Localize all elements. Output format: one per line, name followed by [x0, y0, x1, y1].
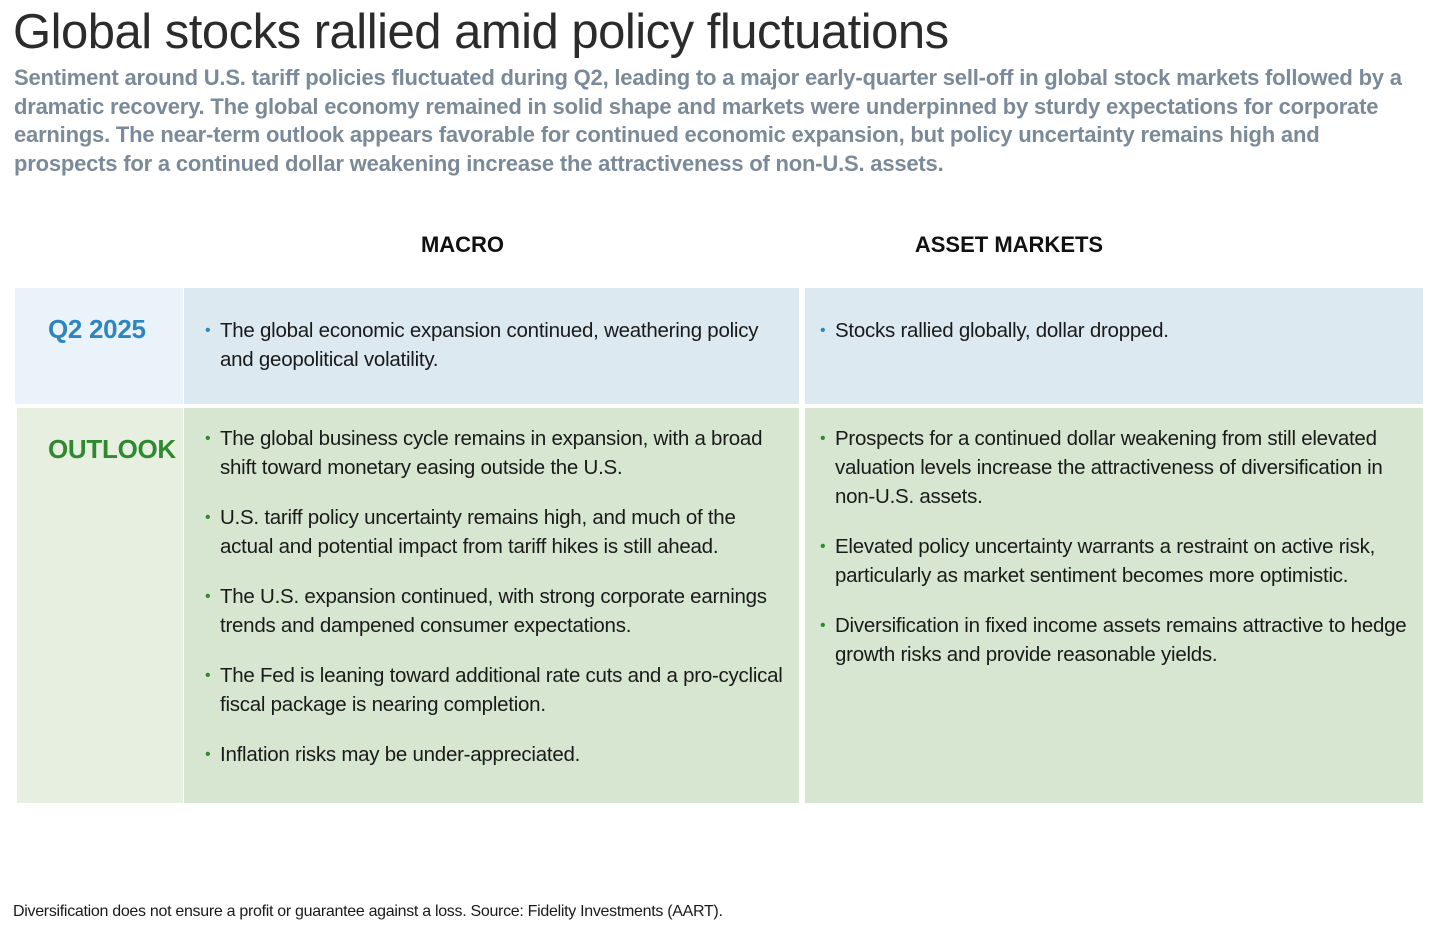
q2-macro-list: The global economic expansion continued,…	[205, 316, 790, 395]
column-header-asset-markets: ASSET MARKETS	[914, 232, 1104, 257]
bullet-item: Diversification in fixed income assets r…	[820, 611, 1410, 669]
q2-label-cell	[15, 288, 183, 404]
bullet-item: The Fed is leaning toward additional rat…	[205, 661, 790, 719]
footnote: Diversification does not ensure a profit…	[13, 903, 723, 920]
page-title: Global stocks rallied amid policy fluctu…	[13, 5, 949, 59]
bullet-item: Elevated policy uncertainty warrants a r…	[820, 532, 1410, 590]
page-subtitle: Sentiment around U.S. tariff policies fl…	[14, 65, 1402, 176]
column-header-macro: MACRO	[420, 232, 505, 257]
bullet-item: U.S. tariff policy uncertainty remains h…	[205, 503, 790, 561]
bullet-item: Stocks rallied globally, dollar dropped.	[820, 316, 1410, 345]
bullet-item: The global economic expansion continued,…	[205, 316, 790, 374]
outlook-asset-markets-list: Prospects for a continued dollar weakeni…	[820, 424, 1410, 690]
outlook-label-cell	[17, 408, 183, 803]
q2-asset-markets-list: Stocks rallied globally, dollar dropped.	[820, 316, 1410, 366]
row-label-q2: Q2 2025	[48, 314, 146, 344]
q2-asset-markets-cell	[805, 288, 1423, 404]
bullet-item: The U.S. expansion continued, with stron…	[205, 582, 790, 640]
row-label-outlook: OUTLOOK	[48, 434, 176, 464]
bullet-item: Inflation risks may be under-appreciated…	[205, 740, 790, 769]
bullet-item: Prospects for a continued dollar weakeni…	[820, 424, 1410, 511]
outlook-macro-list: The global business cycle remains in exp…	[205, 424, 790, 790]
bullet-item: The global business cycle remains in exp…	[205, 424, 790, 482]
